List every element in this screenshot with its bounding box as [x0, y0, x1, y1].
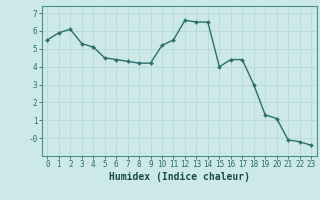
X-axis label: Humidex (Indice chaleur): Humidex (Indice chaleur): [109, 172, 250, 182]
